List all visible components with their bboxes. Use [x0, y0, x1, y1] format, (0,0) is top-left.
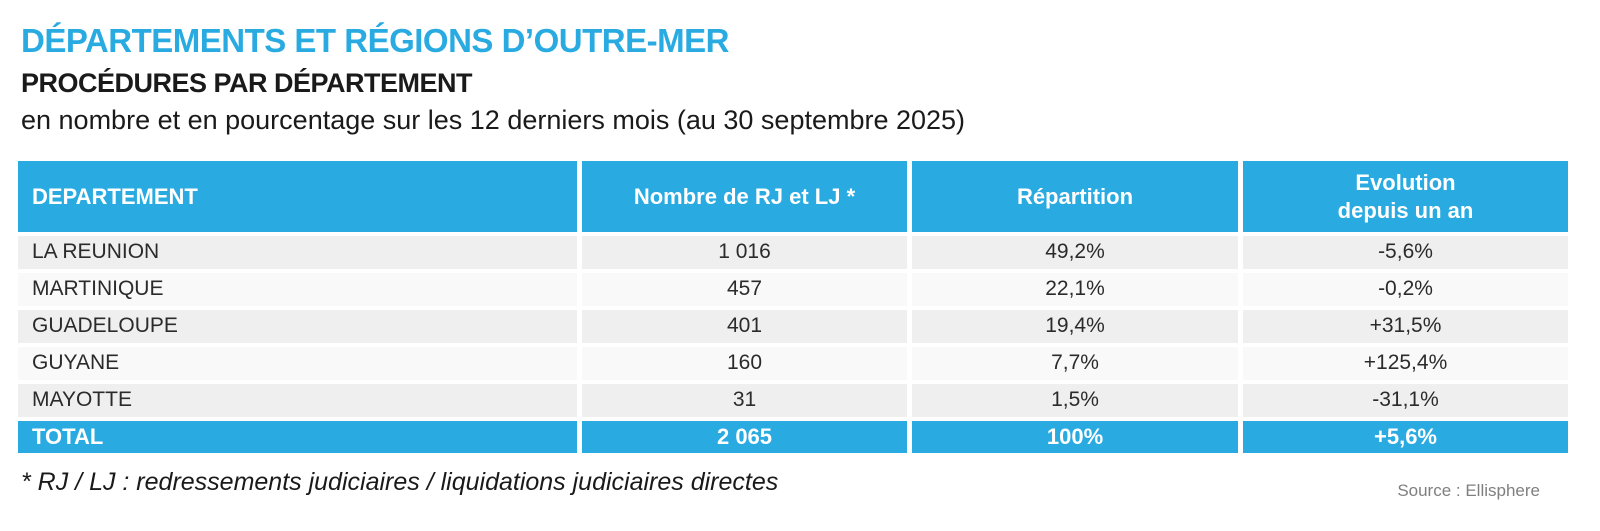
row-department: GUADELOUPE: [18, 310, 577, 343]
row-evolution: -0,2%: [1243, 273, 1568, 306]
total-share: 100%: [912, 421, 1238, 453]
total-evolution: +5,6%: [1243, 421, 1568, 453]
column-header-repartition: Répartition: [912, 161, 1238, 232]
row-share: 1,5%: [912, 384, 1238, 417]
row-count: 457: [582, 273, 907, 306]
row-department: LA REUNION: [18, 236, 577, 269]
row-department: GUYANE: [18, 347, 577, 380]
row-share: 7,7%: [912, 347, 1238, 380]
row-count: 1 016: [582, 236, 907, 269]
row-evolution: +125,4%: [1243, 347, 1568, 380]
row-count: 31: [582, 384, 907, 417]
page-description: en nombre et en pourcentage sur les 12 d…: [21, 105, 966, 135]
row-department: MARTINIQUE: [18, 273, 577, 306]
row-count: 160: [582, 347, 907, 380]
procedures-table: DEPARTEMENT Nombre de RJ et LJ * Réparti…: [18, 161, 1568, 453]
row-evolution: -5,6%: [1243, 236, 1568, 269]
footnote: * RJ / LJ : redressements judiciaires / …: [21, 468, 779, 496]
row-evolution: -31,1%: [1243, 384, 1568, 417]
page-subtitle: PROCÉDURES PAR DÉPARTEMENT: [21, 68, 473, 98]
column-header-nombre-rj-lj: Nombre de RJ et LJ *: [582, 161, 907, 232]
row-share: 22,1%: [912, 273, 1238, 306]
row-share: 49,2%: [912, 236, 1238, 269]
row-evolution: +31,5%: [1243, 310, 1568, 343]
column-header-evolution: Evolution depuis un an: [1243, 161, 1568, 232]
total-count: 2 065: [582, 421, 907, 453]
row-share: 19,4%: [912, 310, 1238, 343]
row-department: MAYOTTE: [18, 384, 577, 417]
page-title: DÉPARTEMENTS ET RÉGIONS D’OUTRE-MER: [21, 22, 729, 59]
row-count: 401: [582, 310, 907, 343]
column-header-departement: DEPARTEMENT: [18, 161, 577, 232]
source-label: Source : Ellisphere: [1397, 481, 1540, 500]
total-label: TOTAL: [18, 421, 577, 453]
